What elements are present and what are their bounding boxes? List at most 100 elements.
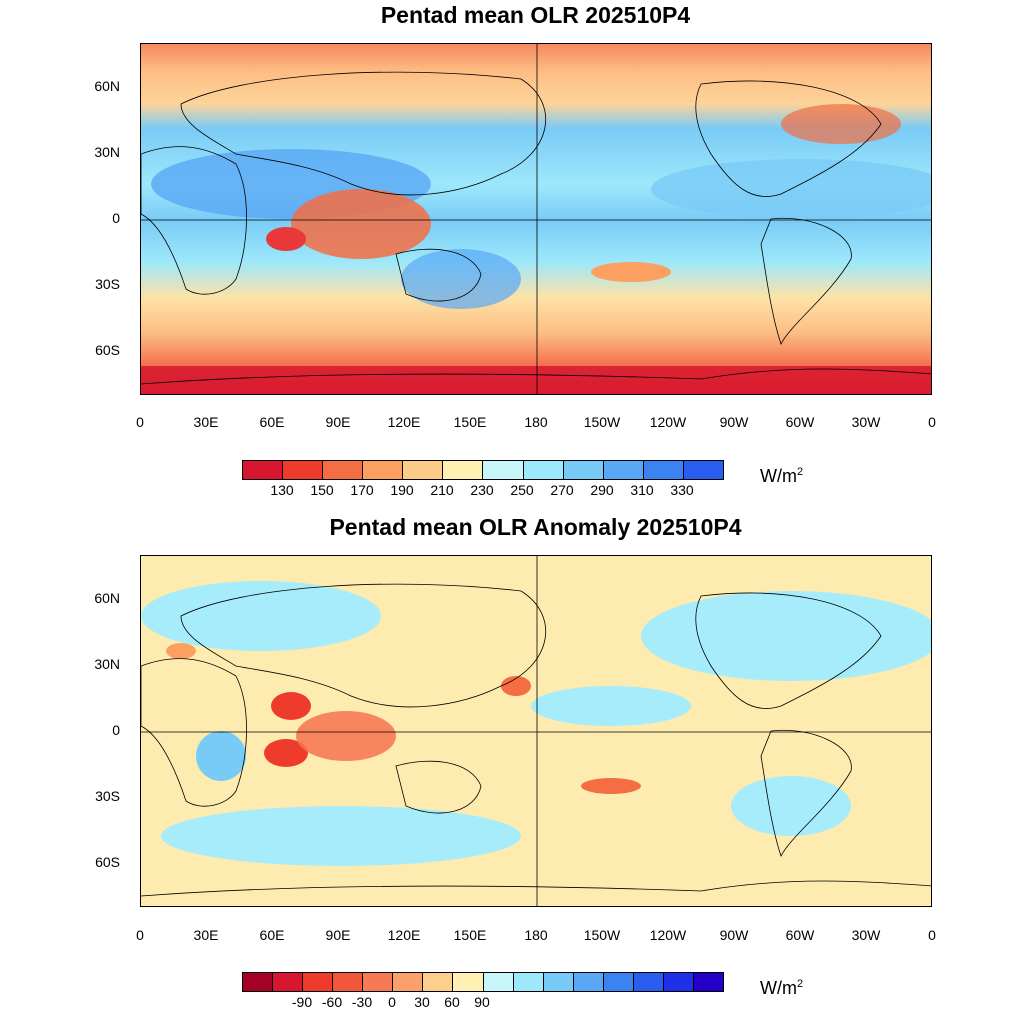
colorbar-swatch <box>333 973 364 991</box>
map1-spcz <box>591 262 671 282</box>
colorbar-swatch <box>513 973 544 991</box>
map1-lon-label: 0 <box>928 414 936 430</box>
map1-lon-label: 30E <box>193 414 219 430</box>
map2-field <box>141 556 931 906</box>
colorbar-swatch <box>663 973 694 991</box>
map1-lat-label: 60N <box>94 78 120 94</box>
colorbar-label: 330 <box>670 482 694 498</box>
map2-positive-strong <box>196 731 246 781</box>
colorbar-swatch <box>693 973 723 991</box>
colorbar-label: 230 <box>470 482 494 498</box>
map2-lon-label: 120E <box>387 927 421 943</box>
map2-positive-region <box>531 686 691 726</box>
map2-lat-label: 0 <box>112 722 120 738</box>
map1-colorbar-unit: W/m2 <box>760 466 804 486</box>
colorbar-swatch <box>363 973 394 991</box>
colorbar-label: -60 <box>321 994 343 1010</box>
map1-lon-label: 90E <box>325 414 351 430</box>
map1-antarctic-band <box>141 366 931 394</box>
colorbar-swatch <box>363 461 404 479</box>
map2-positive-region <box>161 806 521 866</box>
map1-coastlines <box>141 71 931 385</box>
colorbar-label: 250 <box>510 482 534 498</box>
map1-lon-label: 150E <box>453 414 487 430</box>
map1-lat-label: 60S <box>95 342 120 358</box>
map2-lon-label: 90E <box>325 927 351 943</box>
map1-lon-label: 60E <box>259 414 285 430</box>
map1-lon-label: 0 <box>136 414 144 430</box>
map1-background-field <box>141 44 931 394</box>
map2-lat-label: 30N <box>94 656 120 672</box>
map2-lat-label: 30S <box>95 788 120 804</box>
colorbar-swatch <box>633 973 664 991</box>
map1-convection-core <box>266 227 306 251</box>
map2-negative-region <box>166 643 196 659</box>
colorbar-swatch <box>453 973 484 991</box>
map1-lon-label: 30W <box>851 414 881 430</box>
map2-positive-region <box>641 591 931 681</box>
map2-lon-label: 150W <box>583 927 621 943</box>
colorbar-swatch <box>643 461 684 479</box>
colorbar-label: -30 <box>351 994 373 1010</box>
map2-positive-region <box>141 581 381 651</box>
map2-lat-label: 60S <box>95 854 120 870</box>
map1-lon-label: 120E <box>387 414 421 430</box>
colorbar-swatch <box>483 973 514 991</box>
map2-colorbar <box>242 972 724 992</box>
map1-colorbar <box>242 460 724 480</box>
colorbar-swatch <box>543 973 574 991</box>
colorbar-swatch <box>243 461 284 479</box>
colorbar-label: 150 <box>310 482 334 498</box>
map2-lon-label: 90W <box>719 927 749 943</box>
colorbar-swatch <box>283 461 324 479</box>
colorbar-swatch <box>323 461 364 479</box>
colorbar-swatch <box>523 461 564 479</box>
map1-field <box>141 44 931 394</box>
colorbar-swatch <box>683 461 723 479</box>
map1-lat-label: 0 <box>112 210 120 226</box>
map1-greenland-warm <box>781 104 901 144</box>
map2-negative-core <box>271 692 311 720</box>
colorbar-swatch <box>273 973 304 991</box>
map1-lat-label: 30S <box>95 276 120 292</box>
colorbar-label: 130 <box>270 482 294 498</box>
map2-lon-label: 0 <box>928 927 936 943</box>
map2-coastlines <box>141 583 931 897</box>
colorbar-label: 190 <box>390 482 414 498</box>
colorbar-swatch <box>603 973 634 991</box>
colorbar-label: 90 <box>474 994 490 1010</box>
map2-lon-label: 120W <box>649 927 687 943</box>
colorbar-label: -90 <box>291 994 313 1010</box>
colorbar-swatch <box>563 461 604 479</box>
colorbar-label: 30 <box>414 994 430 1010</box>
colorbar-label: 60 <box>444 994 460 1010</box>
map2-plot-area <box>140 555 932 907</box>
map2-positive-region <box>731 776 851 836</box>
map2-negative-region <box>501 676 531 696</box>
colorbar-label: 210 <box>430 482 454 498</box>
map2-lon-label: 0 <box>136 927 144 943</box>
map2-title: Pentad mean OLR Anomaly 202510P4 <box>329 514 742 540</box>
map1-indian-ocean-convection <box>291 189 431 259</box>
map1-plot-area <box>140 43 932 395</box>
colorbar-label: 270 <box>550 482 574 498</box>
colorbar-label: 0 <box>388 994 396 1010</box>
map2-lon-label: 150E <box>453 927 487 943</box>
map2-lon-label: 60W <box>785 927 815 943</box>
map2-lon-label: 180 <box>524 927 548 943</box>
map2-negative-region <box>581 778 641 794</box>
colorbar-label: 290 <box>590 482 614 498</box>
map1-lon-label: 90W <box>719 414 749 430</box>
colorbar-swatch <box>443 461 484 479</box>
map2-lat-label: 60N <box>94 590 120 606</box>
colorbar-swatch <box>573 973 604 991</box>
colorbar-swatch <box>423 973 454 991</box>
map2-lon-label: 30E <box>193 927 219 943</box>
map2-negative-region <box>296 711 396 761</box>
map2-lon-label: 60E <box>259 927 285 943</box>
colorbar-swatch <box>303 973 334 991</box>
colorbar-swatch <box>603 461 644 479</box>
map2-negative-core <box>264 739 308 767</box>
map2-lon-label: 30W <box>851 927 881 943</box>
map2-colorbar-unit: W/m2 <box>760 978 804 998</box>
